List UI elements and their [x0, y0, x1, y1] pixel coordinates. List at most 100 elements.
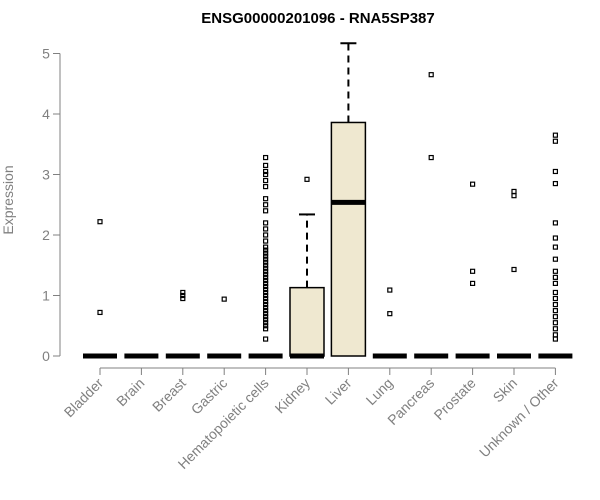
- outlier-point: [263, 244, 269, 250]
- box-bladder: [83, 219, 117, 359]
- outlier-point: [263, 168, 269, 175]
- y-axis-label: Expression: [0, 165, 16, 234]
- y-tick-label: 5: [42, 46, 50, 62]
- outlier-point: [180, 289, 186, 296]
- outlier-point: [263, 277, 269, 283]
- x-tick-label: Skin: [490, 375, 521, 406]
- outlier-point: [263, 292, 269, 299]
- outlier-point: [97, 219, 103, 225]
- box-liver: [330, 42, 367, 357]
- outlier-point: [552, 180, 559, 187]
- x-tick-label: Unknown / Other: [476, 375, 562, 461]
- x-tick-label: Liver: [322, 375, 355, 408]
- box-skin: [497, 188, 531, 359]
- x-tick-label: Bladder: [61, 375, 107, 421]
- x-tick-label: Kidney: [272, 375, 314, 417]
- outlier-point: [263, 295, 269, 302]
- outlier-point: [552, 132, 559, 138]
- outlier-point: [263, 253, 269, 259]
- box-lung: [372, 287, 407, 359]
- outlier-point: [263, 162, 269, 169]
- outlier-point: [552, 314, 559, 320]
- outlier-point: [387, 311, 393, 317]
- outlier-point: [552, 308, 559, 314]
- outlier-point: [263, 308, 269, 314]
- outlier-point: [511, 193, 517, 199]
- outlier-point: [552, 138, 559, 144]
- outlier-point: [263, 196, 269, 202]
- outlier-point: [552, 256, 559, 262]
- outlier-point: [263, 320, 269, 326]
- outlier-point: [263, 280, 269, 286]
- box-breast: [165, 289, 200, 359]
- outlier-point: [263, 154, 269, 161]
- outlier-point: [552, 289, 559, 296]
- outlier-point: [180, 295, 186, 302]
- outlier-point: [263, 317, 269, 323]
- outlier-point: [263, 301, 269, 308]
- box-rect: [289, 286, 325, 357]
- outlier-point: [428, 154, 434, 161]
- outlier-point: [263, 271, 269, 277]
- outlier-point: [263, 226, 269, 232]
- outlier-point: [263, 171, 269, 178]
- outlier-point: [552, 336, 559, 342]
- y-tick-label: 3: [42, 167, 50, 183]
- outlier-point: [263, 238, 269, 244]
- outlier-point: [470, 280, 476, 286]
- outlier-point: [511, 188, 517, 195]
- x-tick-label: Prostate: [431, 375, 479, 423]
- outlier-point: [180, 292, 186, 299]
- outlier-point: [552, 320, 559, 326]
- outlier-point: [263, 298, 269, 305]
- plot-area: [83, 42, 573, 359]
- box-hematopoietic-cells: [248, 154, 283, 359]
- outlier-point: [511, 266, 517, 273]
- outlier-point: [263, 286, 269, 293]
- x-tick-label: Brain: [113, 375, 147, 409]
- outlier-point: [263, 262, 269, 268]
- outlier-point: [552, 295, 559, 302]
- outlier-point: [263, 208, 269, 214]
- outlier-point: [552, 301, 559, 308]
- box-kidney: [289, 176, 325, 359]
- y-tick-label: 4: [42, 106, 50, 122]
- outlier-point: [552, 244, 559, 250]
- outlier-point: [263, 305, 269, 311]
- y-axis: 0 1 2 3 4 5: [42, 46, 61, 364]
- outlier-point: [263, 336, 269, 342]
- outlier-point: [263, 265, 269, 271]
- box-pancreas: [414, 72, 449, 359]
- outlier-point: [552, 274, 559, 280]
- outlier-point: [263, 283, 269, 290]
- box-gastric: [207, 296, 242, 359]
- outlier-point: [552, 268, 559, 274]
- outlier-point: [552, 168, 559, 175]
- outlier-point: [552, 235, 559, 241]
- outlier-point: [263, 177, 269, 184]
- outlier-point: [263, 247, 269, 253]
- outlier-point: [552, 326, 559, 332]
- box-unknown-other: [538, 132, 573, 359]
- outlier-point: [263, 232, 269, 238]
- outlier-point: [263, 184, 269, 190]
- outlier-point: [97, 309, 103, 316]
- outlier-point: [263, 311, 269, 317]
- outlier-point: [470, 181, 476, 187]
- outlier-point: [263, 289, 269, 296]
- outlier-point: [387, 287, 393, 293]
- outlier-point: [263, 202, 269, 208]
- outlier-point: [263, 323, 269, 329]
- outlier-point: [263, 314, 269, 320]
- outlier-point: [304, 176, 310, 182]
- outlier-point: [263, 220, 269, 226]
- outlier-point: [552, 332, 559, 338]
- outlier-point: [470, 268, 476, 274]
- x-tick-label: Lung: [363, 375, 396, 408]
- outlier-point: [221, 296, 227, 302]
- outlier-point: [263, 274, 269, 280]
- outlier-point: [552, 280, 559, 286]
- y-tick-label: 0: [42, 348, 50, 364]
- y-tick-label: 1: [42, 288, 50, 304]
